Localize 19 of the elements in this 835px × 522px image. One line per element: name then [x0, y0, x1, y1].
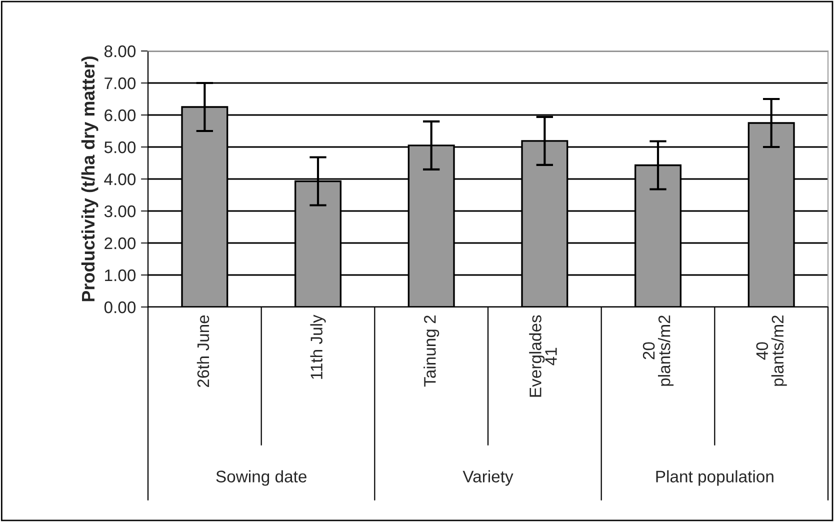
y-tick-label: 4.00 [104, 173, 136, 186]
text: Plant population [656, 470, 774, 486]
x-tick-label: 26th June [196, 315, 210, 388]
y-tick-label: 5.00 [104, 141, 136, 154]
y-tick-label: 2.00 [104, 237, 136, 250]
y-tick-label: 3.00 [104, 205, 136, 218]
x-tick-label: Tainung 2 [424, 316, 440, 387]
x-tick-label: Everglades 41 [529, 315, 557, 397]
x-tick-label: 20 plants/m2 [642, 316, 674, 386]
x-tick-label: 40 plants/m2 [756, 316, 787, 386]
y-tick-label: 8.00 [104, 45, 136, 58]
text: Sowing date [216, 470, 306, 486]
y-tick-label: 0.00 [104, 301, 136, 314]
x-tick-label: 11th July [310, 314, 326, 379]
text: Variety [462, 470, 514, 486]
y-tick-label: 6.00 [104, 109, 136, 122]
y-axis-title: Productivity (t/ha dry matter) [81, 56, 98, 302]
y-tick-label: 7.00 [104, 77, 136, 90]
y-tick-label: 1.00 [105, 269, 136, 282]
